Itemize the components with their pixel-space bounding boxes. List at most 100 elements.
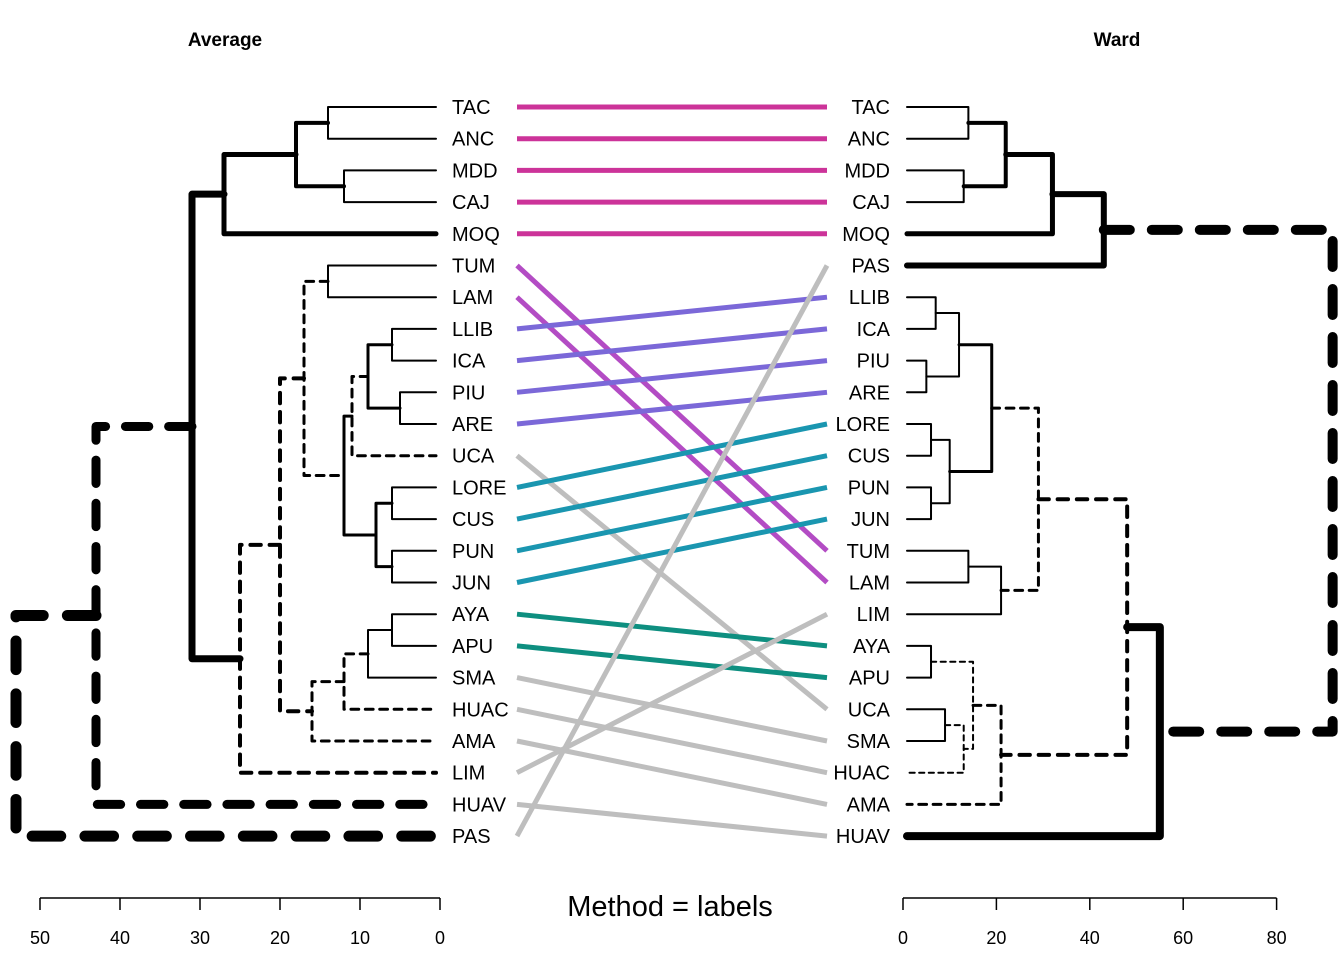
left-leaf-label: TUM [452, 256, 495, 278]
right-leaf-label: ANC [848, 129, 890, 151]
right-axis-tick-label: 20 [986, 928, 1006, 948]
connection-line [516, 675, 828, 744]
right-leaf-label: PIU [857, 351, 890, 373]
right-dendrogram [903, 106, 1338, 841]
right-leaf-label: UCA [848, 699, 891, 721]
right-dendrogram-title: Ward [1094, 30, 1141, 51]
left-leaf-label: SMA [452, 668, 496, 690]
connection-line [516, 643, 828, 681]
right-merge [906, 486, 933, 521]
right-merge [961, 120, 1008, 189]
right-merge [906, 549, 970, 584]
left-axis: 50 40 30 20 10 0 [30, 897, 445, 948]
left-merge [294, 120, 346, 189]
left-leaf-label: CUS [452, 509, 494, 531]
left-merge [391, 486, 437, 521]
right-leaf-labels: TAC ANC MDD CAJ MOQ PAS LLIB ICA PIU ARE LORE CUS PU… [833, 97, 890, 848]
right-axis-tick-label: 0 [898, 928, 908, 948]
left-merge [374, 501, 394, 569]
left-leaf-label: UCA [452, 446, 495, 468]
right-leaf-label: PUN [848, 477, 890, 499]
left-leaf-label: HUAC [452, 699, 509, 721]
connection-line [516, 801, 828, 839]
right-merge [930, 660, 975, 750]
right-leaf-label: TUM [847, 541, 890, 563]
left-leaf-label: PIU [452, 382, 485, 404]
right-merge [1098, 224, 1338, 737]
left-axis-tick-label: 30 [190, 928, 210, 948]
left-merge [391, 327, 437, 362]
right-leaf-label: MOQ [842, 224, 890, 246]
left-merge [327, 106, 437, 140]
left-leaf-label: JUN [452, 573, 491, 595]
right-leaf-label: CUS [848, 446, 890, 468]
right-axis-tick-label: 60 [1173, 928, 1193, 948]
connection-line [516, 358, 828, 395]
left-leaf-label: MDD [452, 160, 498, 182]
right-leaf-label: SMA [847, 731, 891, 753]
right-axis-tick-label: 80 [1267, 928, 1287, 948]
right-merge [906, 169, 965, 204]
right-leaf-label: ICA [857, 319, 891, 341]
left-axis-tick-label: 0 [435, 928, 445, 948]
connection-line [516, 326, 828, 364]
right-merge [930, 438, 951, 505]
right-leaf-label: LORE [836, 414, 890, 436]
left-leaf-label: PAS [452, 826, 491, 848]
right-leaf-label: AYA [853, 636, 891, 658]
right-merge [906, 296, 937, 330]
right-merge [904, 152, 1055, 237]
right-leaf-label: APU [849, 668, 890, 690]
right-merge [906, 423, 933, 457]
left-leaf-label: ICA [452, 351, 486, 373]
right-leaf-label: TAC [851, 97, 890, 119]
connection-line [516, 421, 828, 490]
connection-line [516, 484, 828, 554]
left-leaf-label: MOQ [452, 224, 500, 246]
left-leaf-labels: TAC ANC MDD CAJ MOQ TUM LAM LLIB ICA PIU ARE UCA LOR… [452, 97, 509, 848]
left-merge [91, 421, 441, 809]
left-leaf-label: PUN [452, 541, 494, 563]
connection-line [514, 264, 830, 838]
left-merge [391, 549, 437, 584]
left-merge [399, 391, 437, 425]
connection-line [515, 295, 829, 585]
right-leaf-label: ARE [849, 382, 890, 404]
right-leaf-label: JUN [851, 509, 890, 531]
connection-line [516, 706, 828, 776]
method-subtitle: Method = labels [567, 891, 773, 923]
left-merge [366, 343, 402, 410]
left-leaf-label: HUAV [452, 794, 507, 816]
left-merge [327, 264, 437, 299]
right-leaf-label: HUAV [836, 826, 891, 848]
left-merge [310, 680, 438, 743]
left-merge [367, 629, 437, 679]
left-leaf-label: CAJ [452, 192, 490, 214]
right-leaf-label: AMA [847, 794, 891, 816]
left-leaf-label: APU [452, 636, 493, 658]
right-merge [904, 191, 1107, 269]
connection-lines [514, 104, 830, 839]
right-leaf-label: PAS [851, 256, 890, 278]
left-merge [342, 652, 438, 711]
connection-line [516, 389, 828, 427]
right-merge [999, 497, 1130, 757]
right-merge [903, 623, 1164, 841]
left-merge [391, 613, 437, 647]
right-merge [906, 708, 947, 742]
connection-line [515, 453, 829, 712]
right-merge [906, 565, 1003, 616]
right-merge [948, 343, 994, 474]
left-merge [350, 374, 438, 458]
left-leaf-label: LAM [452, 287, 493, 309]
connection-line [515, 611, 829, 775]
left-merge [221, 152, 439, 237]
left-leaf-label: ARE [452, 414, 493, 436]
right-axis: 0 20 40 60 80 [898, 897, 1287, 948]
connection-line [516, 453, 828, 522]
right-leaf-label: CAJ [852, 192, 890, 214]
left-axis-tick-label: 40 [110, 928, 130, 948]
left-leaf-label: AYA [452, 604, 490, 626]
right-merge [906, 359, 928, 394]
